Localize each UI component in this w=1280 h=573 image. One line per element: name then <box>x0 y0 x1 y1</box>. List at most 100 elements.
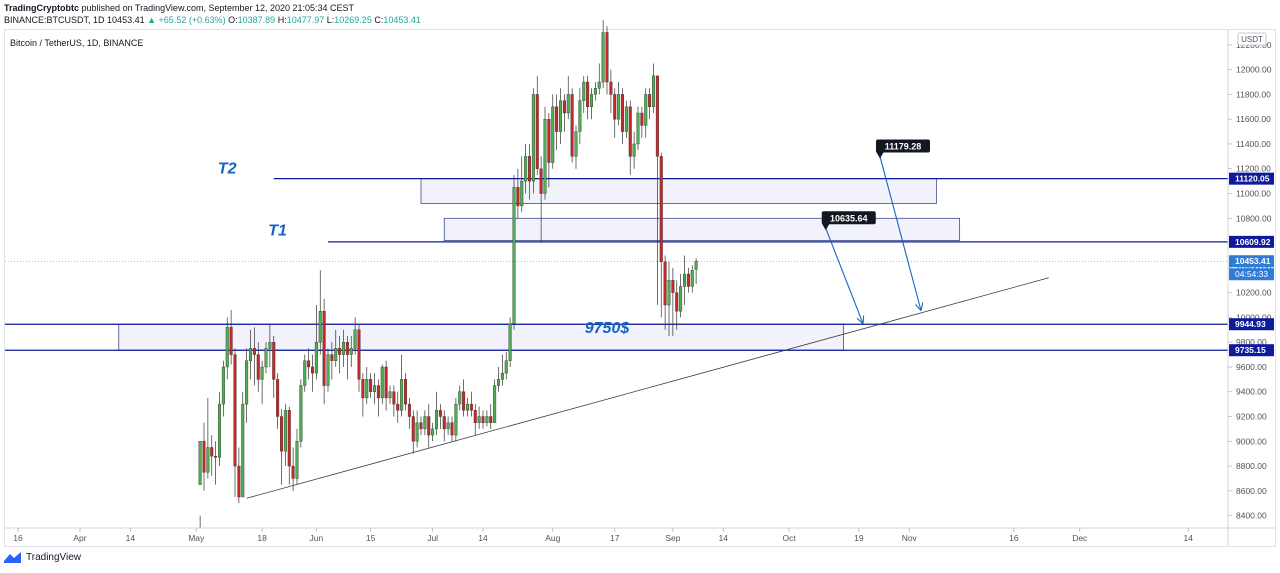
time-axis: 16 Apr 14 May 18 Jun 15 Jul 14 Aug 17 Sep 14 Oct 19 Nov… <box>5 527 1276 543</box>
annotations-layer: 11179.28 10635.64 T2 T1 9750$ <box>218 139 930 337</box>
countdown-bg <box>1229 268 1274 281</box>
candle-down <box>272 341 276 380</box>
time-tick-label: Jul <box>427 533 438 543</box>
candle-up <box>617 94 621 120</box>
candle-up <box>303 360 307 386</box>
candle-up <box>380 366 384 399</box>
candle-up <box>245 360 249 405</box>
candle-down <box>237 465 241 498</box>
time-tick-label: 18 <box>257 533 267 543</box>
candle-down <box>640 112 644 126</box>
publisher-name[interactable]: TradingCryptobtc <box>4 3 80 13</box>
candle-up <box>531 94 535 182</box>
candle-up <box>679 286 683 312</box>
candle-down <box>570 94 574 157</box>
candles-layer <box>198 20 698 528</box>
last-price: 10453.41 <box>107 15 145 25</box>
candle-up <box>225 327 229 368</box>
annotation-label: T1 <box>268 223 287 240</box>
level-price-tag: 9735.15 <box>1235 345 1266 355</box>
candle-up <box>683 273 687 287</box>
candle-down <box>450 422 454 436</box>
candle-down <box>586 81 590 108</box>
candle-down <box>648 94 652 108</box>
close-value: 10453.41 <box>383 15 421 25</box>
time-tick-label: Nov <box>902 533 918 543</box>
candle-up <box>299 385 303 442</box>
candle-down <box>376 385 380 399</box>
candle-up <box>466 403 470 411</box>
candle-up <box>543 118 547 194</box>
time-tick-label: Aug <box>545 533 560 543</box>
candle-up <box>217 403 221 458</box>
time-tick-label: 14 <box>126 533 136 543</box>
candle-up <box>388 391 392 399</box>
price-tick-label: 9200.00 <box>1236 412 1267 422</box>
candle-up <box>601 32 605 83</box>
last-price-tag: 10453.41 <box>1235 256 1271 266</box>
candle-down <box>419 422 423 430</box>
time-tick-label: Sep <box>665 533 680 543</box>
candle-up <box>446 422 450 430</box>
candle-up <box>520 180 524 207</box>
candle-up <box>504 360 508 374</box>
candle-down <box>256 354 260 380</box>
level-price-tag-bg <box>1229 235 1274 248</box>
price-tick-label: 9800.00 <box>1236 337 1267 347</box>
candle-down <box>291 465 295 479</box>
candle-up <box>264 348 268 368</box>
candle-down <box>481 416 485 423</box>
callout-arrow <box>879 156 921 310</box>
time-tick-label: 14 <box>719 533 729 543</box>
candle-down <box>613 94 617 120</box>
symbol-line: BINANCE:BTCUSDT, 1D <box>4 15 105 25</box>
price-tick-label: 9000.00 <box>1236 436 1267 446</box>
time-tick-label: 14 <box>1184 533 1194 543</box>
annotation-label: 9750$ <box>585 320 631 337</box>
candle-up <box>636 112 640 145</box>
price-tick-label: 11600.00 <box>1236 114 1271 124</box>
price-tick-label: 8600.00 <box>1236 486 1267 496</box>
candle-up <box>632 143 636 157</box>
candle-down <box>621 94 625 132</box>
candle-up <box>593 88 597 95</box>
candle-up <box>477 416 481 423</box>
callout-pointer <box>876 151 884 159</box>
candle-up <box>582 81 586 101</box>
candle-up <box>566 94 570 114</box>
price-axis: 8400.00 8600.00 8800.00 9000.00 9200.00 9400.… <box>1227 29 1274 546</box>
price-tick-label: 12000.00 <box>1236 65 1272 75</box>
price-tick-label: 9600.00 <box>1236 362 1267 372</box>
candle-down <box>311 366 315 374</box>
candle-down <box>663 261 667 306</box>
candle-down <box>369 379 373 392</box>
candle-down <box>555 106 559 132</box>
candle-down <box>229 327 233 355</box>
candle-down <box>671 280 675 293</box>
candle-down <box>392 391 396 405</box>
symbol-info: BINANCE:BTCUSDT, 1D 10453.41 ▲ +65.52 (+… <box>4 15 421 25</box>
open-label: O: <box>228 15 238 25</box>
price-tick-label: 8800.00 <box>1236 461 1267 471</box>
candle-up <box>198 441 202 485</box>
candle-down <box>462 391 466 411</box>
candle-up <box>497 379 501 386</box>
currency-badge-bg <box>1237 32 1267 46</box>
candle-down <box>280 416 284 452</box>
brand-name[interactable]: TradingView <box>26 552 82 563</box>
candle-down <box>233 354 237 467</box>
candle-down <box>252 348 256 355</box>
footer: TradingView <box>4 552 81 563</box>
candle-up <box>597 81 601 89</box>
callout-pointer <box>821 223 830 231</box>
candle-down <box>489 416 493 423</box>
candle-down <box>427 416 431 436</box>
trendline-layer <box>246 277 1049 499</box>
level-price-tag: 9944.93 <box>1235 319 1266 329</box>
candle-down <box>361 379 365 399</box>
chart-frame[interactable] <box>4 29 1276 547</box>
candle-up <box>559 100 563 132</box>
candle-down <box>659 156 663 262</box>
candle-up <box>454 403 458 436</box>
